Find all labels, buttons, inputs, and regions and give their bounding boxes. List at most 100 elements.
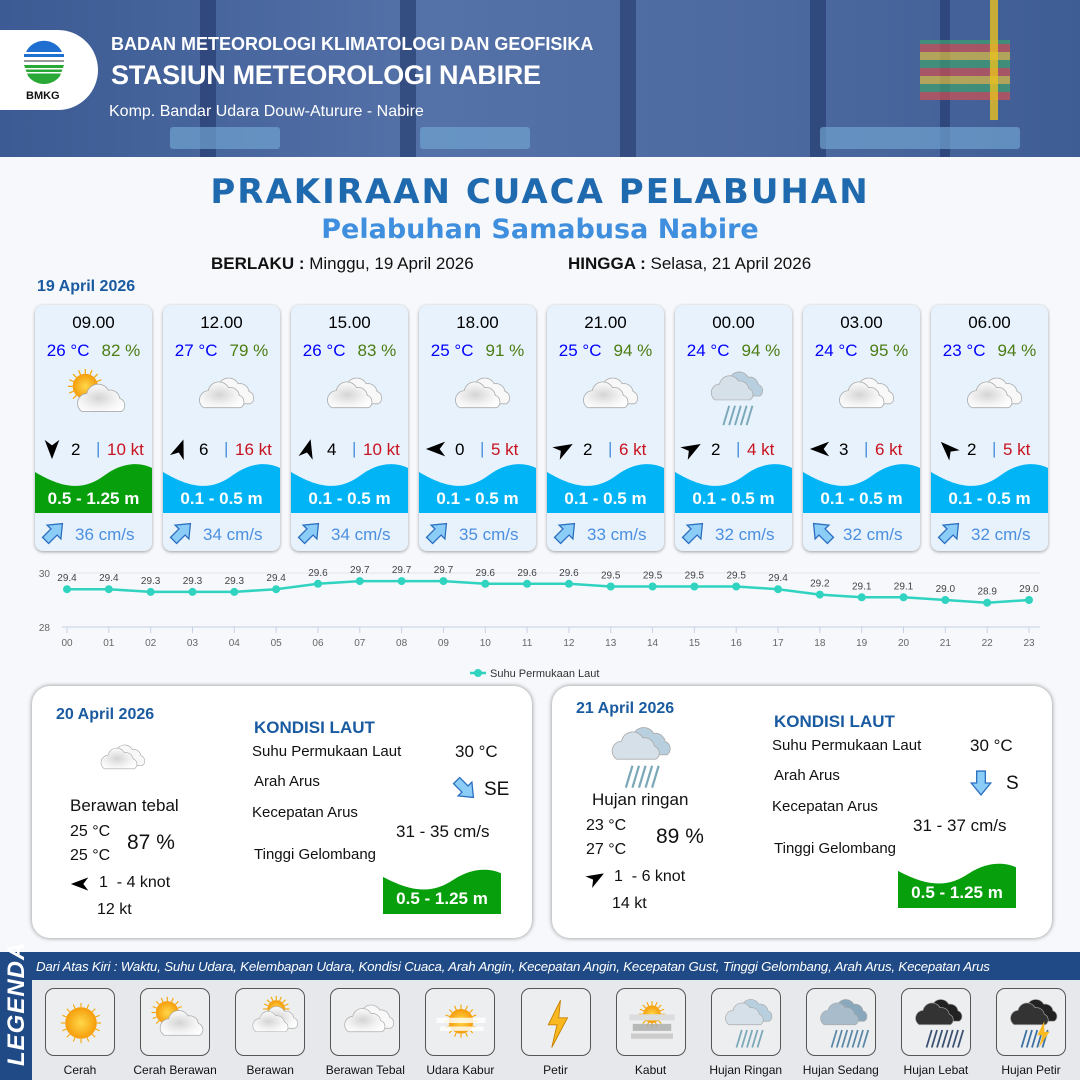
forecast-time: 18.00	[456, 313, 499, 332]
x-tick-label: 19	[856, 638, 868, 649]
current-speed: 32 cm/s	[843, 524, 903, 544]
data-label: 29.2	[810, 579, 830, 590]
legend-series-name: Suhu Permukaan Laut	[490, 668, 599, 680]
valid-from-label: BERLAKU :	[211, 254, 305, 273]
current-speed: 34 cm/s	[203, 524, 263, 544]
cerah-berawan-legend-icon	[140, 988, 211, 1056]
data-label: 29.6	[308, 568, 328, 579]
logo-text: BMKG	[26, 90, 60, 102]
gust-speed: 5 kt	[491, 440, 519, 459]
wind-speed: 2	[967, 440, 977, 459]
berawan-tebal-weather-icon	[319, 367, 383, 429]
sst-value: 30 °C	[970, 736, 1013, 755]
data-point	[899, 593, 908, 602]
current-direction-icon	[809, 519, 835, 550]
humidity: 94 %	[741, 341, 781, 360]
data-label: 29.7	[392, 565, 412, 576]
humidity: 83 %	[357, 341, 397, 360]
wind-speed: 6	[199, 440, 209, 459]
berawan-tebal-weather-icon	[191, 367, 255, 429]
data-label: 29.7	[350, 565, 370, 576]
current-speed-range: 31 - 35 cm/s	[396, 822, 490, 841]
data-label: 29.7	[434, 565, 454, 576]
hujan-ringan-legend-icon	[710, 988, 781, 1056]
current-direction-icon	[297, 519, 323, 550]
data-label: 29.5	[726, 571, 746, 582]
petir-legend-icon	[520, 988, 591, 1056]
legend-label: Berawan	[246, 1063, 294, 1077]
valid-from-value: Minggu, 19 April 2026	[309, 254, 474, 273]
forecast-card: 12.00 27 °C 79 % 6 | 16 kt 0.1 - 0.5 m 34…	[163, 305, 280, 551]
x-tick-label: 14	[647, 638, 659, 649]
day-label: 19 April 2026	[37, 278, 136, 295]
wave-height-block: 0.1 - 0.5 m	[547, 460, 664, 513]
valid-to: HINGGA : Selasa, 21 April 2026	[568, 254, 811, 274]
chart-legend[interactable]: Suhu Permukaan Laut	[470, 668, 599, 680]
forecast-card: 03.00 24 °C 95 % 3 | 6 kt 0.1 - 0.5 m 32 …	[803, 305, 920, 551]
gust-speed: 14 kt	[612, 895, 647, 912]
x-tick-label: 23	[1023, 638, 1035, 649]
gust-speed: 6 kt	[875, 440, 903, 459]
current-direction-icon	[41, 519, 67, 550]
data-point	[983, 598, 992, 607]
legend-description: Dari Atas Kiri : Waktu, Suhu Udara, Kele…	[36, 959, 990, 974]
x-tick-label: 13	[605, 638, 617, 649]
wind-direction-icon	[680, 438, 703, 465]
wind-speed: 0	[455, 440, 465, 459]
x-tick-label: 07	[354, 638, 366, 649]
temp-max: 27 °C	[586, 841, 627, 858]
data-label: 29.1	[894, 581, 914, 592]
data-point	[397, 577, 406, 586]
forecast-time: 12.00	[200, 313, 243, 332]
legend-label: Cerah	[63, 1063, 97, 1077]
data-point	[690, 582, 699, 591]
forecast-time: 03.00	[840, 313, 883, 332]
data-label: 29.6	[517, 568, 537, 579]
humidity: 94 %	[613, 341, 653, 360]
wind-speed: 2	[71, 440, 81, 459]
wave-height-block: 0.1 - 0.5 m	[291, 460, 408, 513]
x-tick-label: 01	[103, 638, 115, 649]
legend-label: Kabut	[634, 1063, 667, 1077]
x-tick-label: 05	[271, 638, 283, 649]
wave-height-block: 0.5 - 1.25 m	[383, 866, 501, 914]
x-tick-label: 22	[982, 638, 994, 649]
x-tick-label: 16	[731, 638, 743, 649]
wave-height: 0.1 - 0.5 m	[564, 489, 647, 508]
wave-height-block: 0.1 - 0.5 m	[931, 460, 1048, 513]
humidity: 87 %	[127, 831, 175, 854]
header-banner	[0, 0, 1080, 157]
data-label: 29.3	[225, 576, 245, 587]
legend-label: Udara Kabur	[426, 1063, 495, 1077]
data-label: 29.4	[99, 573, 119, 584]
data-label: 29.0	[1019, 584, 1039, 595]
cerah-berawan-weather-icon	[63, 367, 127, 429]
x-tick-label: 11	[522, 638, 533, 649]
wind-speed: 2	[711, 440, 721, 459]
humidity: 95 %	[869, 341, 909, 360]
gust-speed: 4 kt	[747, 440, 775, 459]
wave-height: 0.5 - 1.25 m	[396, 889, 488, 908]
wave-height-label: Tinggi Gelombang	[774, 840, 897, 857]
temp-max: 25 °C	[70, 847, 111, 864]
wind-direction-icon	[809, 438, 831, 465]
y-tick-label: 28	[39, 623, 51, 634]
current-direction-label: Arah Arus	[774, 767, 840, 784]
berawan-tebal-weather-icon	[959, 367, 1023, 429]
wind-speed-range: 1 - 6 knot	[614, 868, 686, 885]
air-temperature: 23 °C	[942, 341, 986, 360]
wind-speed: 3	[839, 440, 849, 459]
current-direction-icon	[425, 519, 451, 550]
udara-kabur-legend-icon	[425, 988, 496, 1056]
air-temperature: 25 °C	[430, 341, 474, 360]
legend-label: Hujan Lebat	[903, 1063, 969, 1077]
data-point	[104, 585, 113, 594]
air-temperature: 24 °C	[686, 341, 730, 360]
weather-condition: Hujan ringan	[592, 790, 689, 809]
y-tick-label: 30	[39, 569, 51, 580]
forecast-time: 15.00	[328, 313, 371, 332]
legend-title: LEGENDA	[3, 941, 30, 1066]
data-point	[355, 577, 364, 586]
hujan-lebat-legend-icon	[900, 988, 971, 1056]
data-point	[857, 593, 866, 602]
